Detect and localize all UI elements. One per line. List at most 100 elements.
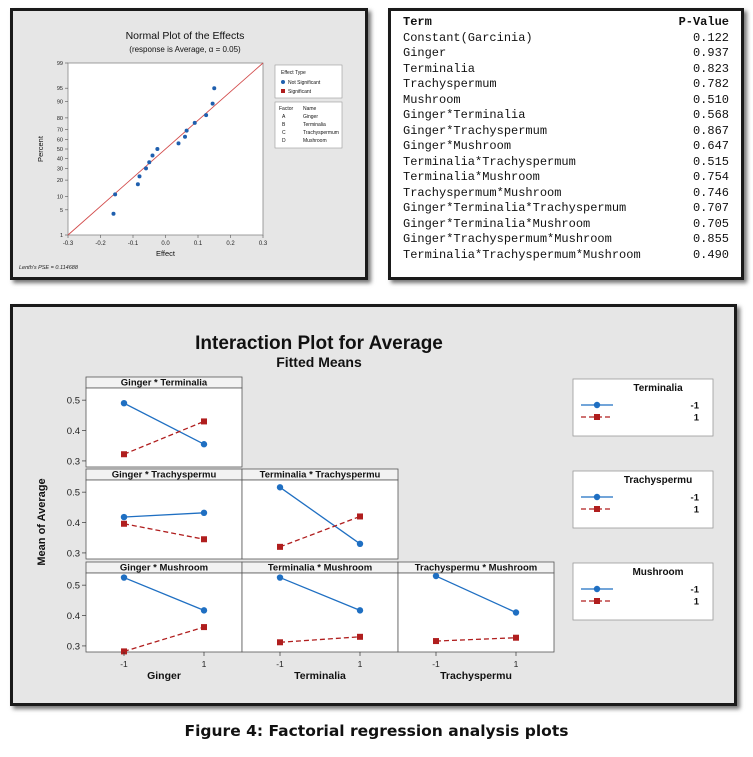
legend-label: -1 bbox=[691, 493, 700, 504]
pvalue-cell: 0.937 bbox=[692, 46, 729, 60]
legend-marker bbox=[593, 401, 601, 409]
y-tick-label: 30 bbox=[57, 166, 63, 172]
pvalue-column-header: P-Value bbox=[678, 15, 729, 29]
not-significant-label: Not Significant bbox=[288, 80, 321, 86]
factor-code: D bbox=[282, 138, 286, 144]
effect-point bbox=[155, 147, 160, 151]
x-tick-label: 1 bbox=[358, 659, 363, 669]
data-marker bbox=[433, 638, 439, 645]
series-line bbox=[123, 523, 205, 540]
table-row: Terminalia 0.823 bbox=[403, 62, 729, 78]
term-cell: Terminalia bbox=[403, 61, 476, 76]
data-marker bbox=[201, 536, 207, 543]
legend-title: Trachyspermu bbox=[624, 475, 692, 486]
pvalue-cell: 0.568 bbox=[692, 108, 729, 122]
table-row: Mushroom 0.510 bbox=[403, 93, 729, 109]
pvalue-cell: 0.754 bbox=[692, 170, 729, 184]
legend-label: 1 bbox=[694, 597, 700, 608]
data-marker bbox=[120, 399, 128, 407]
pvalue-table-panel: Term P-Value Constant(Garcinia) 0.122 Ging… bbox=[388, 8, 744, 280]
panel-title: Terminalia * Trachyspermu bbox=[260, 470, 381, 481]
table-row: Terminalia*Trachyspermum 0.515 bbox=[403, 155, 729, 171]
panel-title: Ginger * Terminalia bbox=[121, 378, 208, 389]
table-row: Ginger 0.937 bbox=[403, 46, 729, 62]
x-tick-label: -1 bbox=[276, 659, 284, 669]
term-column-header: Term bbox=[403, 15, 432, 29]
figure-caption: Figure 4: Factorial regression analysis … bbox=[184, 722, 569, 740]
y-axis-label: Percent bbox=[36, 135, 45, 162]
legend-marker bbox=[594, 598, 600, 604]
y-tick-label: 95 bbox=[57, 86, 63, 92]
pvalue-cell: 0.867 bbox=[692, 123, 729, 138]
table-row: Ginger*Mushroom 0.647 bbox=[403, 139, 729, 155]
data-marker bbox=[121, 451, 127, 458]
panel-plot-area bbox=[241, 479, 399, 560]
normal-plot-svg: Normal Plot of the Effects (response is A… bbox=[19, 30, 343, 271]
factor-legend bbox=[274, 101, 343, 149]
data-marker bbox=[201, 418, 207, 425]
x-tick-label: -1 bbox=[432, 659, 440, 669]
effect-point bbox=[147, 160, 152, 165]
pvalue-cell: 0.490 bbox=[692, 247, 729, 262]
data-marker bbox=[200, 509, 208, 517]
panel-plot-area bbox=[241, 572, 399, 653]
significant-label: Significant bbox=[288, 89, 312, 95]
table-row: Ginger*Terminalia*Mushroom 0.705 bbox=[403, 217, 729, 233]
interaction-plot-panel: Interaction Plot for Average Fitted Means… bbox=[10, 304, 737, 706]
effect-point bbox=[113, 192, 118, 197]
data-marker bbox=[357, 513, 363, 520]
data-marker bbox=[357, 633, 363, 640]
legend-label: 1 bbox=[694, 505, 700, 516]
data-marker bbox=[432, 572, 440, 580]
pvalue-cell: 0.782 bbox=[692, 77, 729, 91]
y-tick-label: 20 bbox=[57, 178, 63, 184]
factor-code: B bbox=[282, 122, 286, 128]
effect-type-legend bbox=[274, 64, 343, 99]
normal-plot-subtitle: (response is Average, α = 0.05) bbox=[129, 45, 241, 54]
series-line bbox=[123, 420, 205, 455]
data-marker bbox=[356, 607, 364, 614]
y-tick-label: 0.4 bbox=[67, 611, 80, 622]
effect-point bbox=[184, 128, 189, 133]
x-axis-label: Trachyspermu bbox=[440, 670, 512, 682]
table-row: Terminalia*Mushroom 0.754 bbox=[403, 170, 729, 186]
data-marker bbox=[276, 484, 284, 491]
series-line bbox=[435, 575, 517, 614]
term-cell: Mushroom bbox=[403, 92, 461, 107]
y-tick-label: 0.5 bbox=[67, 488, 80, 499]
panel-title: Trachyspermu * Mushroom bbox=[415, 563, 537, 574]
data-marker bbox=[200, 607, 208, 614]
interaction-plot-subtitle: Fitted Means bbox=[276, 354, 362, 370]
y-tick-label: 60 bbox=[57, 138, 63, 144]
term-cell: Trachyspermum bbox=[403, 77, 497, 91]
x-tick-label: -0.1 bbox=[128, 241, 139, 247]
data-marker bbox=[277, 639, 283, 646]
table-header: Term P-Value bbox=[403, 15, 729, 31]
effect-point bbox=[144, 166, 148, 171]
significant-marker bbox=[281, 89, 285, 93]
legend-title: Terminalia bbox=[633, 383, 683, 394]
x-tick-label: 0.2 bbox=[226, 241, 235, 247]
data-marker bbox=[276, 574, 284, 581]
data-marker bbox=[201, 624, 207, 631]
term-cell: Ginger bbox=[403, 46, 447, 60]
series-line bbox=[279, 576, 361, 611]
term-cell: Trachyspermum*Mushroom bbox=[403, 185, 562, 200]
y-tick-label: 5 bbox=[60, 208, 63, 214]
effect-point bbox=[183, 134, 187, 139]
normal-plot-title: Normal Plot of the Effects bbox=[126, 30, 245, 42]
x-tick-label: -0.3 bbox=[63, 241, 74, 247]
factor-code: C bbox=[282, 130, 286, 136]
legend-box bbox=[572, 470, 714, 529]
effect-point bbox=[210, 101, 215, 106]
y-tick-label: 80 bbox=[57, 116, 63, 122]
series-line bbox=[435, 637, 517, 642]
series-line bbox=[279, 636, 361, 643]
x-tick-label: 0.0 bbox=[161, 241, 170, 247]
series-line bbox=[123, 576, 205, 611]
table-row: Ginger*Trachyspermum*Mushroom 0.855 bbox=[403, 232, 729, 248]
y-tick-label: 50 bbox=[57, 147, 63, 153]
effect-point bbox=[137, 174, 142, 179]
lenth-pse-footnote: Lenth's PSE = 0.114688 bbox=[19, 265, 79, 271]
